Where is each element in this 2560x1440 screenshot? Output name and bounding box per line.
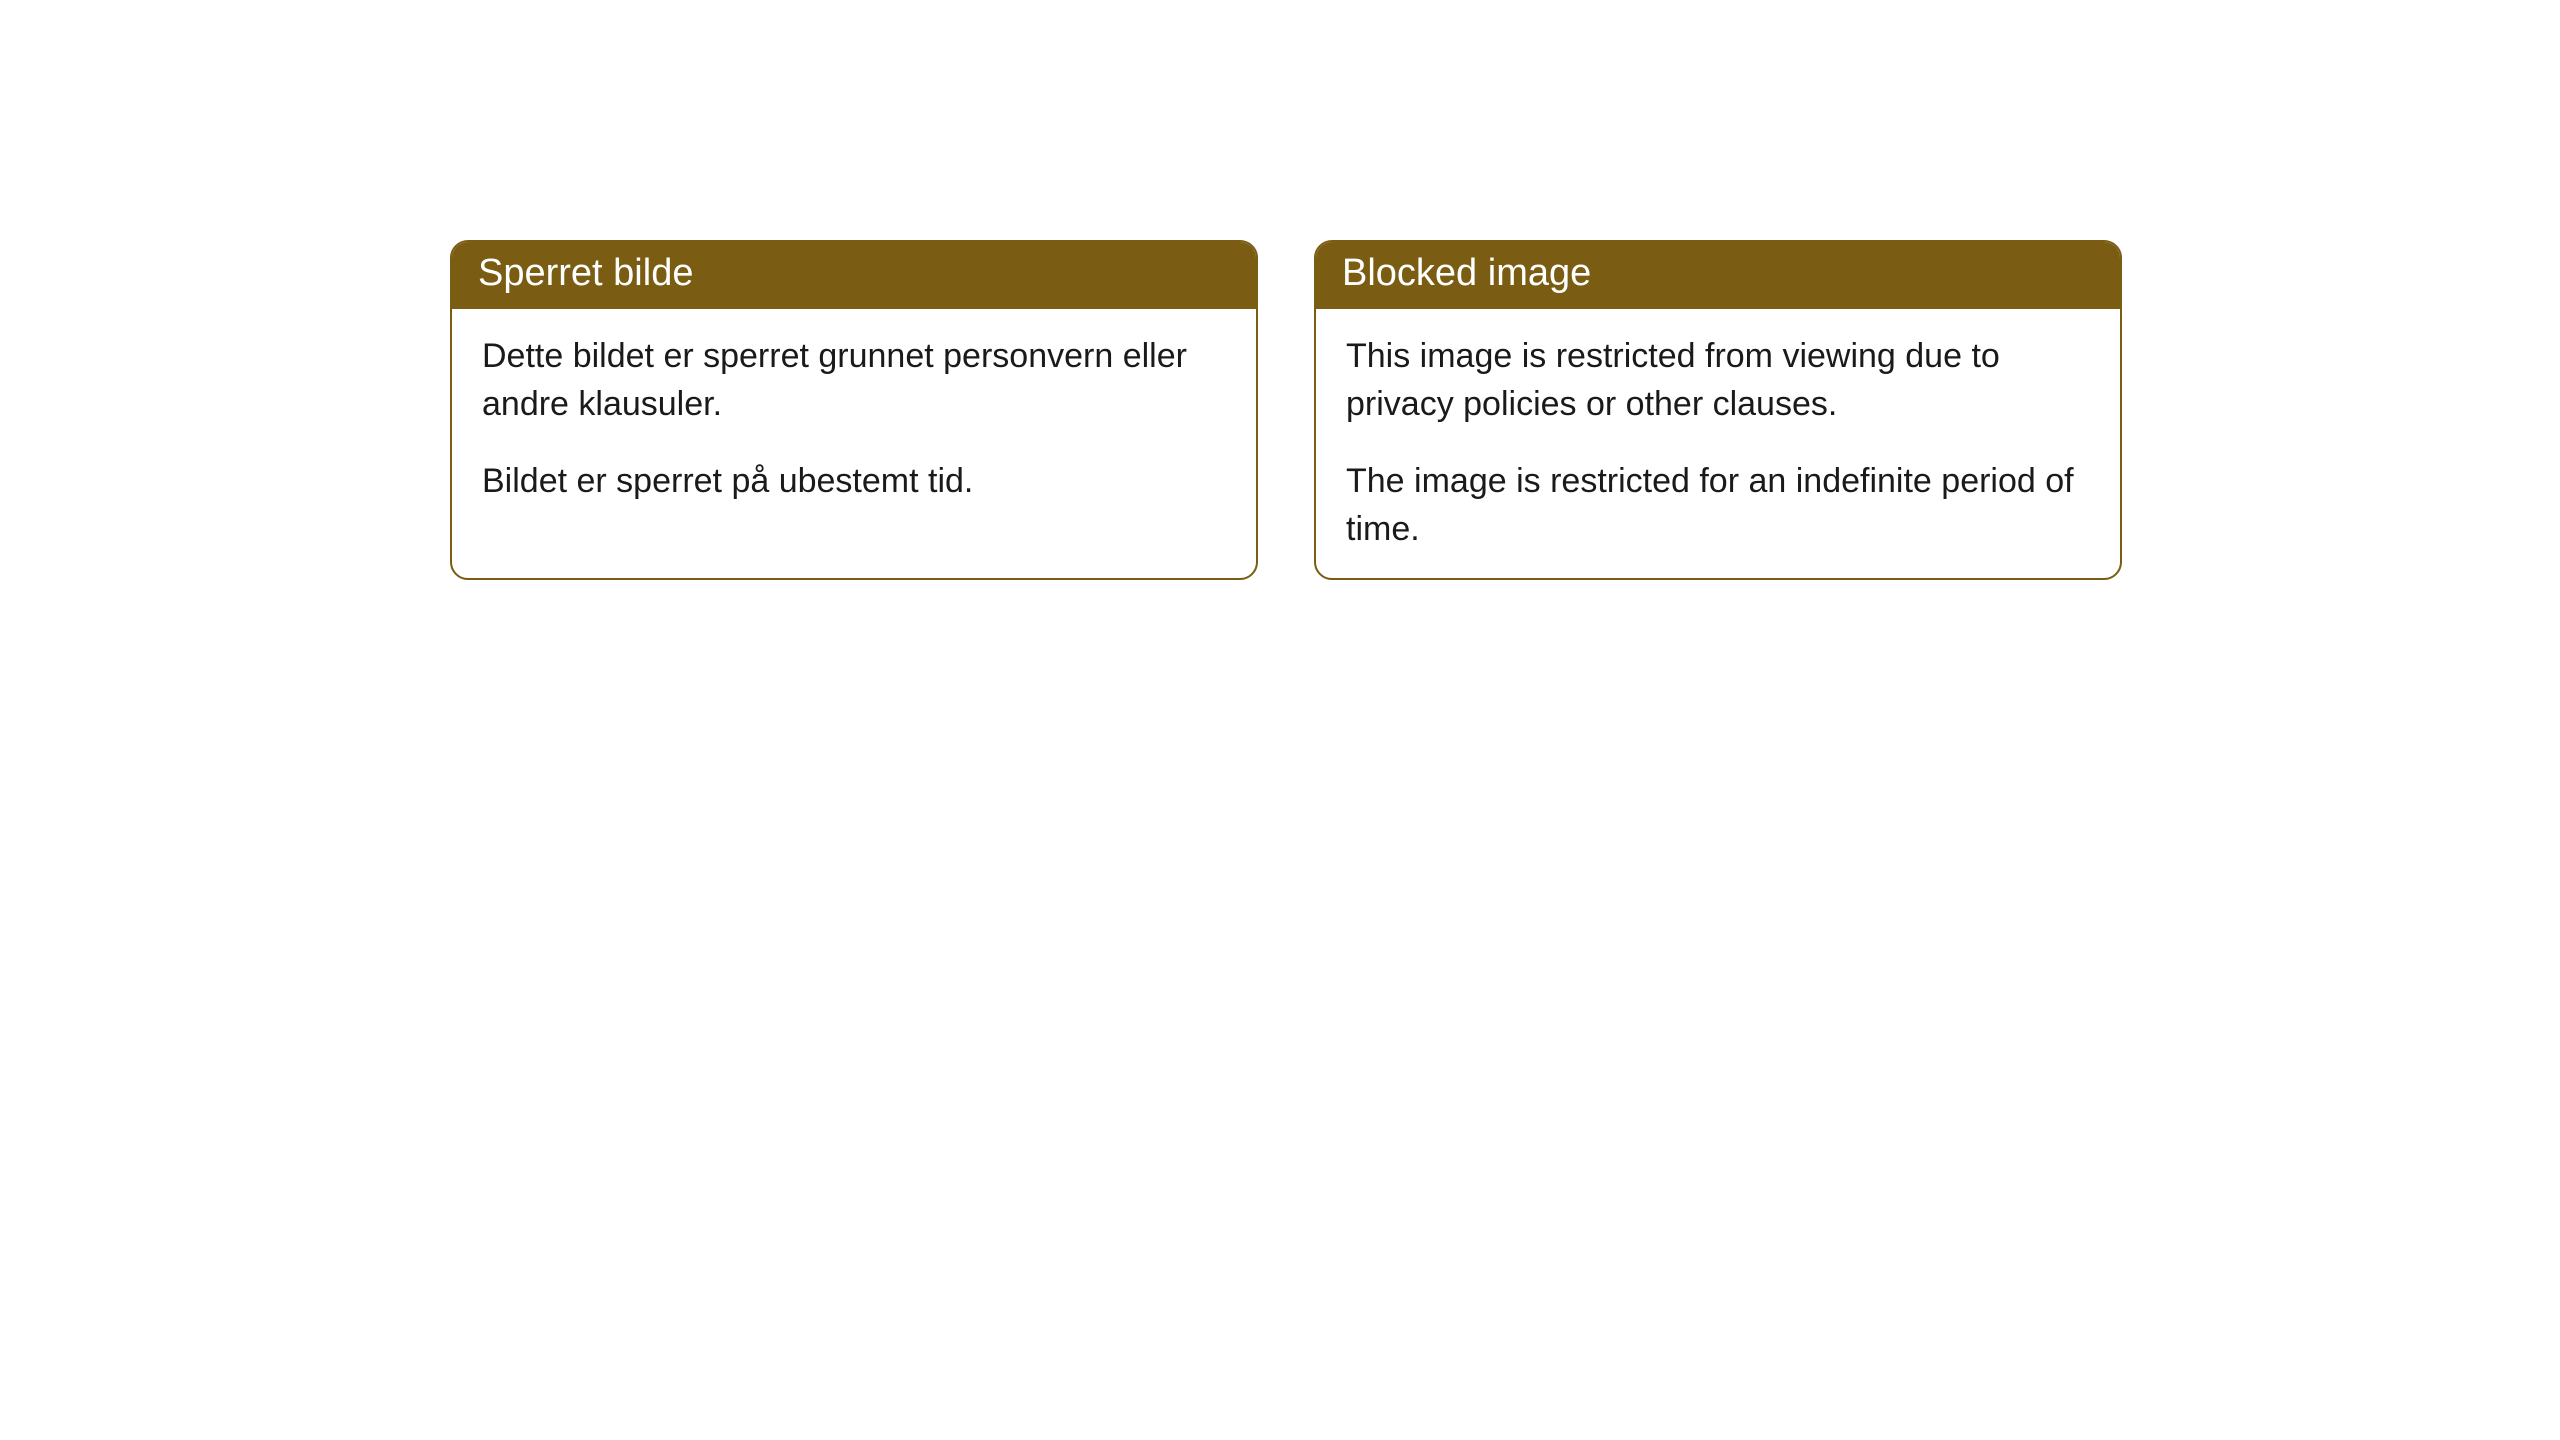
- card-paragraph-1: This image is restricted from viewing du…: [1346, 333, 2090, 428]
- card-header-english: Blocked image: [1316, 242, 2120, 309]
- card-body-english: This image is restricted from viewing du…: [1316, 309, 2120, 580]
- cards-container: Sperret bilde Dette bildet er sperret gr…: [0, 0, 2560, 580]
- blocked-image-card-english: Blocked image This image is restricted f…: [1314, 240, 2122, 580]
- card-title: Blocked image: [1342, 252, 1591, 294]
- card-paragraph-2: The image is restricted for an indefinit…: [1346, 458, 2090, 553]
- card-title: Sperret bilde: [478, 252, 693, 294]
- blocked-image-card-norwegian: Sperret bilde Dette bildet er sperret gr…: [450, 240, 1258, 580]
- card-paragraph-2: Bildet er sperret på ubestemt tid.: [482, 458, 1226, 506]
- card-header-norwegian: Sperret bilde: [452, 242, 1256, 309]
- card-paragraph-1: Dette bildet er sperret grunnet personve…: [482, 333, 1226, 428]
- card-body-norwegian: Dette bildet er sperret grunnet personve…: [452, 309, 1256, 546]
